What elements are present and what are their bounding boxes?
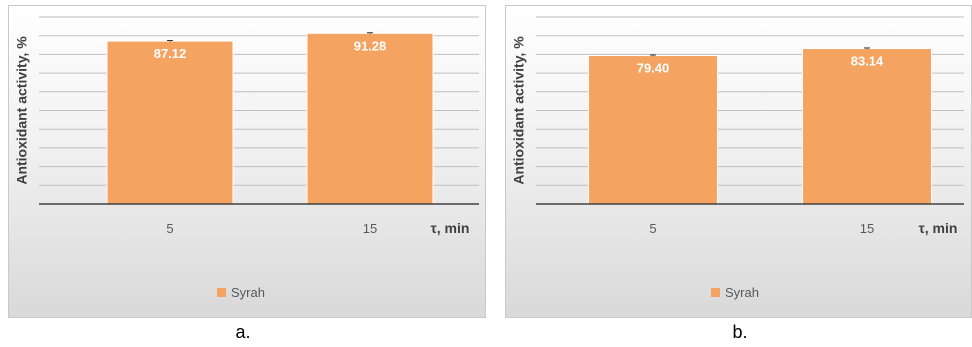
data-label: 91.28 bbox=[354, 38, 387, 53]
data-label: 87.12 bbox=[154, 46, 187, 61]
bar bbox=[306, 32, 434, 205]
x-tick-label: 5 bbox=[649, 221, 656, 236]
y-axis-title: Antioxidant activity, % bbox=[14, 36, 30, 185]
figure-caption-a: a. bbox=[235, 322, 251, 342]
legend-label: Syrah bbox=[725, 285, 759, 300]
data-label: 83.14 bbox=[851, 54, 884, 69]
chart-panel-a: 87.12 5 91.28 15 τ, min Antioxidant activity,… bbox=[8, 5, 486, 318]
y-axis-title: Antioxidant activity, % bbox=[511, 36, 527, 185]
x-tick-label: 15 bbox=[860, 221, 874, 236]
x-tick-label: 15 bbox=[363, 221, 377, 236]
bar bbox=[802, 48, 932, 205]
x-axis-title: τ, min bbox=[431, 220, 470, 236]
bar bbox=[106, 40, 234, 205]
chart-panel-b: 79.40 5 83.14 15 τ, min Antioxidant activity,… bbox=[505, 5, 972, 318]
bar bbox=[588, 55, 718, 205]
x-tick-label: 5 bbox=[166, 221, 173, 236]
chart-b-svg: 79.40 5 83.14 15 τ, min Antioxidant activity,… bbox=[511, 16, 964, 300]
legend-label: Syrah bbox=[231, 285, 265, 300]
figure-caption-b: b. bbox=[732, 322, 748, 342]
legend-swatch bbox=[711, 288, 720, 297]
chart-a-svg: 87.12 5 91.28 15 τ, min Antioxidant activity,… bbox=[14, 16, 479, 300]
x-axis-title: τ, min bbox=[919, 220, 958, 236]
legend-swatch bbox=[217, 288, 226, 297]
data-label: 79.40 bbox=[637, 61, 670, 76]
